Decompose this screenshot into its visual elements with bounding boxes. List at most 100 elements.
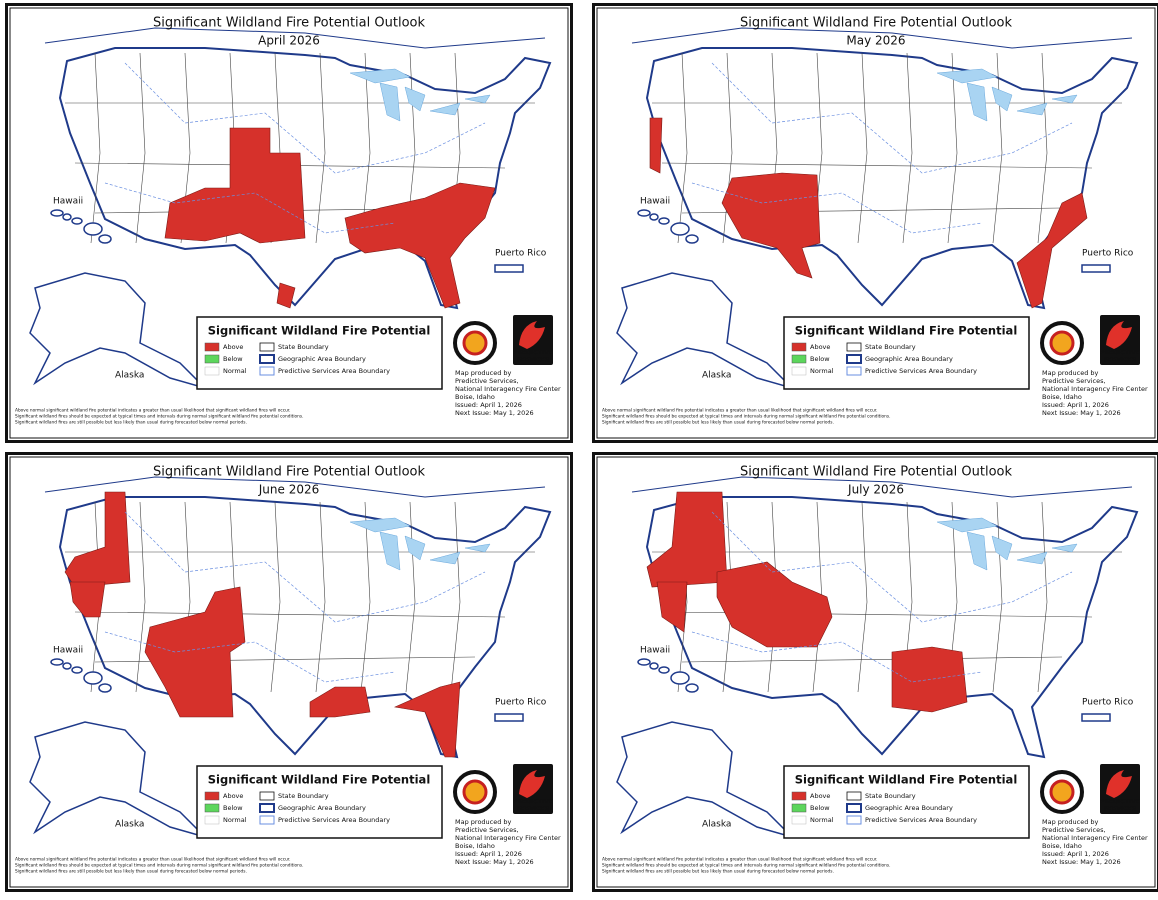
legend-label: State Boundary: [865, 792, 916, 800]
lake: [966, 531, 988, 571]
legend-label: Predictive Services Area Boundary: [865, 816, 977, 824]
state-boundary: [450, 501, 461, 693]
psa-boundary: [711, 511, 1073, 623]
legend-swatch: [846, 791, 862, 801]
nifc-seal-inner: [462, 779, 488, 805]
hawaii-island: [637, 658, 651, 666]
predictive-flame: [1106, 321, 1132, 349]
place-label: Alaska: [115, 820, 144, 830]
footer-note: Above normal significant wildland fire p…: [15, 857, 291, 863]
hawaii-island: [670, 671, 690, 685]
place-label: Puerto Rico: [1082, 698, 1134, 708]
legend-swatch: [791, 342, 807, 352]
above-normal-area: [344, 182, 496, 309]
logo-text: PREDICTIVE: [513, 799, 553, 806]
lake: [404, 535, 426, 561]
panel-inner-frame: [596, 7, 1156, 439]
lake: [966, 82, 988, 122]
panel-inner-frame: [9, 456, 569, 888]
above-normal-area: [309, 686, 371, 718]
legend-label: Predictive Services Area Boundary: [278, 367, 390, 375]
lake: [379, 531, 401, 571]
state-boundary: [677, 52, 688, 244]
lake: [429, 551, 461, 565]
legend-box: [783, 316, 1030, 390]
canada-border: [631, 476, 1133, 498]
credit-line: Map produced by: [1042, 818, 1099, 826]
legend-label: Above: [223, 343, 243, 351]
state-boundary: [857, 501, 868, 693]
legend-swatch: [846, 366, 862, 376]
map-title: Significant Wildland Fire Potential Outl…: [153, 16, 425, 31]
legend-box: [196, 765, 443, 839]
lake: [936, 68, 998, 84]
credit-line: Map produced by: [1042, 369, 1099, 377]
predictive-flame: [1106, 770, 1132, 798]
legend-swatch: [204, 815, 220, 825]
credit-line: National Interagency Fire Center: [455, 834, 561, 842]
lake: [936, 517, 998, 533]
legend-swatch: [259, 803, 275, 813]
lake: [1051, 543, 1078, 553]
predictive-flame: [519, 321, 545, 349]
state-boundary: [947, 52, 958, 244]
legend-swatch: [846, 803, 862, 813]
lake: [379, 82, 401, 122]
credit-line: Boise, Idaho: [1042, 393, 1082, 401]
state-boundary: [1037, 52, 1048, 244]
state-boundary: [681, 656, 1063, 663]
map-subtitle: July 2026: [847, 483, 904, 497]
psa-boundary: [711, 62, 1073, 174]
canada-border: [44, 27, 546, 49]
credit-line: Map produced by: [455, 818, 512, 826]
lake: [1016, 551, 1048, 565]
above-normal-area: [276, 282, 296, 309]
state-boundary: [661, 162, 1093, 169]
place-label: Hawaii: [53, 197, 83, 207]
footer-note: Above normal significant wildland fire p…: [602, 408, 878, 414]
state-boundary: [902, 52, 913, 244]
place-label: Alaska: [702, 820, 731, 830]
hawaii-island: [62, 213, 72, 221]
hawaii-island: [685, 683, 699, 693]
hawaii-island: [62, 662, 72, 670]
legend-swatch: [846, 354, 862, 364]
legend-label: State Boundary: [865, 343, 916, 351]
hawaii-island: [658, 666, 670, 674]
credit-line: Boise, Idaho: [455, 842, 495, 850]
hawaii-island: [83, 671, 103, 685]
legend-label: Below: [810, 355, 830, 363]
credit-line: National Interagency Fire Center: [1042, 385, 1148, 393]
hawaii-island: [685, 234, 699, 244]
predictive-flame: [519, 770, 545, 798]
legend-swatch: [791, 366, 807, 376]
legend-label: Normal: [810, 367, 834, 375]
psa-boundary: [124, 62, 486, 174]
logo-text: PREDICTIVE: [1100, 799, 1140, 806]
above-normal-area: [716, 561, 833, 648]
legend-title: Significant Wildland Fire Potential: [208, 773, 431, 787]
state-boundary: [315, 501, 326, 693]
puerto-rico: [1081, 264, 1111, 273]
credit-line: Predictive Services,: [455, 826, 519, 834]
credit-line: Predictive Services,: [1042, 826, 1106, 834]
lake: [991, 86, 1013, 112]
psa-boundary: [104, 631, 396, 683]
footer-note: Significant wildland fires should be exp…: [602, 414, 891, 420]
canada-border: [631, 27, 1133, 49]
above-normal-area: [646, 491, 728, 588]
credit-line: Boise, Idaho: [455, 393, 495, 401]
psa-boundary: [691, 182, 983, 234]
place-label: Puerto Rico: [495, 698, 547, 708]
credit-line: Issued: April 1, 2026: [1042, 850, 1109, 858]
lake: [429, 102, 461, 116]
state-boundary: [857, 52, 868, 244]
hawaii-island: [50, 209, 64, 217]
legend-swatch: [791, 815, 807, 825]
credit-line: Map produced by: [455, 369, 512, 377]
psa-boundary: [691, 631, 983, 683]
outlook-panel: Hawaii Alaska Puerto Rico Significant Wildl…: [5, 452, 573, 892]
legend-label: Above: [810, 343, 830, 351]
legend-title: Significant Wildland Fire Potential: [795, 324, 1018, 338]
map-subtitle: May 2026: [846, 34, 905, 48]
